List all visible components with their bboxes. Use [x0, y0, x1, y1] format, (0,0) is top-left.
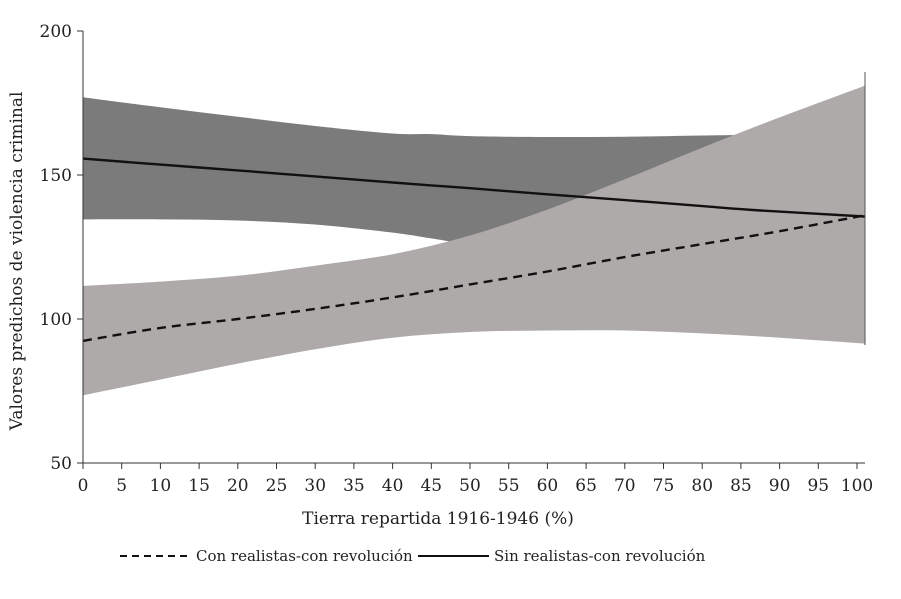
x-tick-label: 95 [807, 476, 829, 496]
x-tick-label: 15 [188, 476, 210, 496]
x-tick-label: 70 [614, 476, 636, 496]
x-tick-label: 35 [343, 476, 365, 496]
legend: Con realistas-con revolución Sin realist… [120, 547, 706, 565]
line-sin-realistas [82, 157, 865, 218]
x-tick-label: 55 [498, 476, 520, 496]
y-axis-title: Valores predichos de violencia criminal [7, 92, 27, 432]
x-tick-label: 65 [575, 476, 597, 496]
y-tick-label: 150 [40, 166, 72, 186]
x-tick-label: 90 [769, 476, 791, 496]
y-ticks: 50 100 150 200 [40, 22, 83, 474]
line-con-realistas [82, 214, 865, 343]
x-tick-label: 100 [841, 476, 873, 496]
x-tick-label: 20 [227, 476, 249, 496]
legend-label-con-realistas: Con realistas-con revolución [196, 547, 413, 565]
x-axis-title: Tierra repartida 1916-1946 (%) [302, 509, 574, 529]
x-tick-label: 60 [537, 476, 559, 496]
legend-label-sin-realistas: Sin realistas-con revolución [494, 547, 706, 565]
x-tick-label: 50 [459, 476, 481, 496]
x-tick-label: 25 [266, 476, 288, 496]
y-tick-label: 50 [50, 454, 72, 474]
x-tick-label: 30 [304, 476, 326, 496]
x-tick-label: 80 [691, 476, 713, 496]
band-con-realistas [83, 85, 865, 396]
y-tick-label: 200 [40, 22, 72, 42]
x-tick-label: 45 [420, 476, 442, 496]
axes [82, 31, 865, 464]
x-ticks: 0 5 10 15 20 25 30 35 40 45 50 55 60 65 70 75 80 85 90 95 10… [78, 463, 873, 496]
confidence-bands [83, 85, 865, 396]
x-tick-label: 40 [382, 476, 404, 496]
x-tick-label: 10 [150, 476, 172, 496]
x-tick-label: 85 [730, 476, 752, 496]
x-tick-label: 5 [116, 476, 127, 496]
series-lines [82, 72, 866, 345]
x-tick-label: 75 [653, 476, 675, 496]
x-tick-label: 0 [78, 476, 89, 496]
y-tick-label: 100 [40, 310, 72, 330]
